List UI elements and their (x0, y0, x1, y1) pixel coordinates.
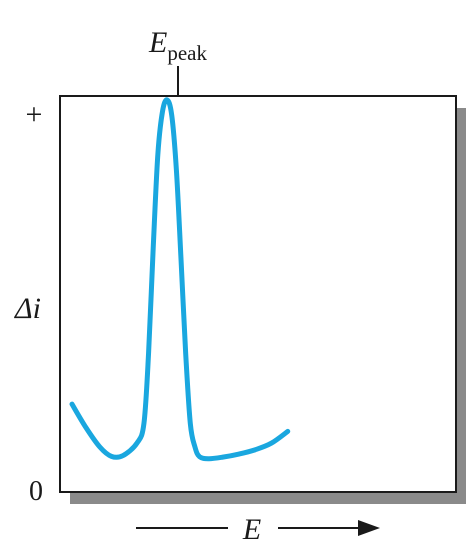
y-tick-label-bottom: 0 (29, 476, 43, 507)
peak-label-subscript: peak (167, 41, 207, 65)
plot-frame (59, 95, 457, 493)
y-tick-label-top: + (26, 98, 43, 131)
peak-label: Epeak (148, 26, 207, 65)
series-line-0 (69, 97, 291, 462)
x-axis-label: E (242, 513, 261, 545)
x-axis-arrow-head (358, 520, 380, 536)
series-layer (69, 97, 291, 462)
y-axis-label: Δi (14, 292, 41, 325)
peak-label-main: E (148, 26, 167, 59)
